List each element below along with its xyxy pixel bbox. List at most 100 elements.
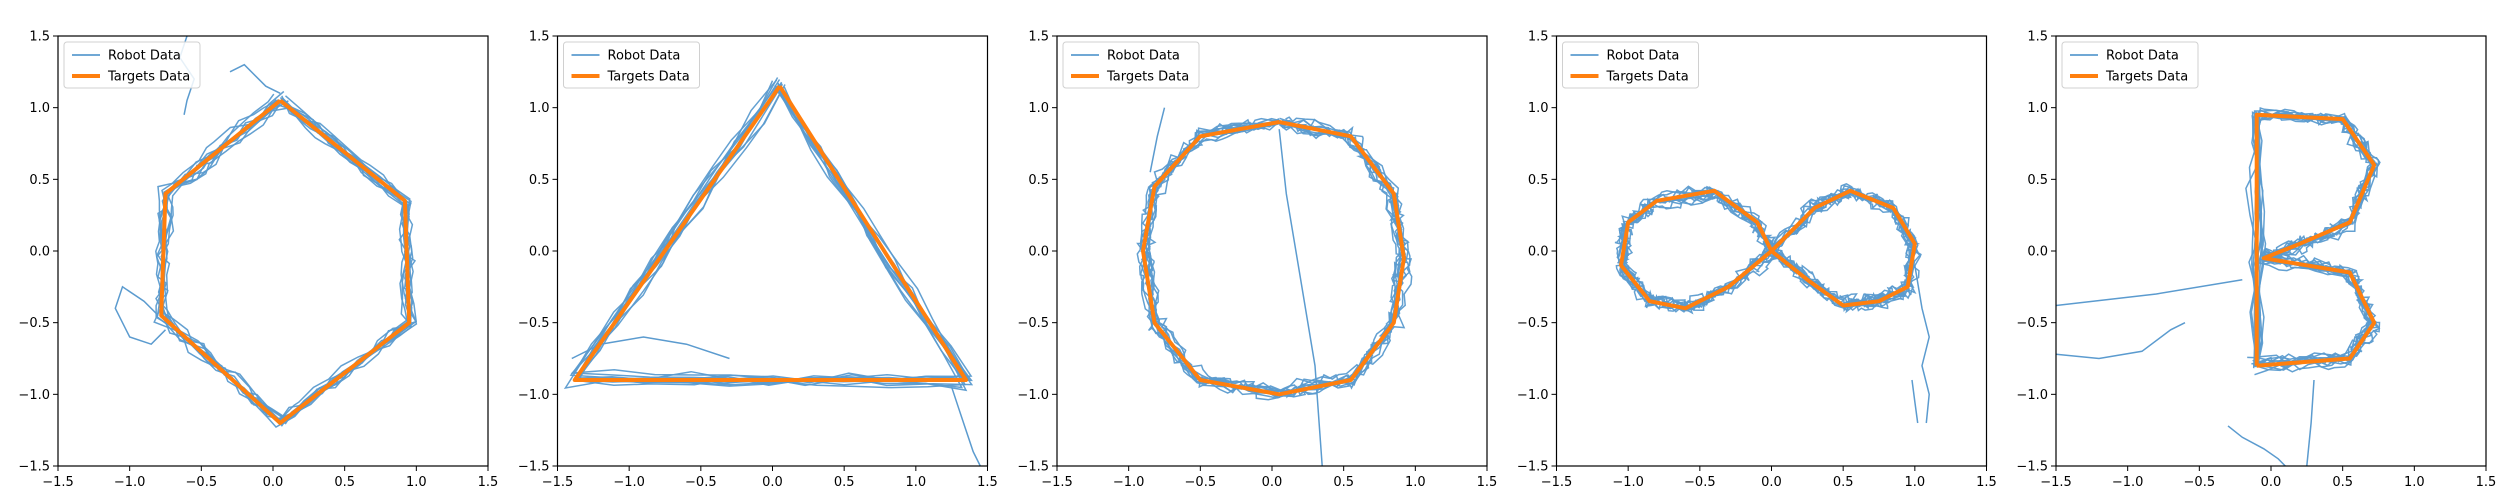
legend-robot-label: Robot Data (1107, 49, 1180, 64)
robot-trajectory (573, 84, 973, 383)
chart-panel-1: −1.5−1.5 −1.0 −1.0 −0.5 −0.5 0.0 0.0 0.5 0.5 1.0 1… (18, 30, 498, 491)
robot-trajectory (1618, 189, 1915, 313)
x-tick-label: 0.5 (1333, 475, 1354, 490)
legend-target-label: Targets Data (1606, 70, 1689, 85)
x-tick-label: −1.5 (1541, 475, 1573, 490)
legend-target-label: Targets Data (2105, 70, 2188, 85)
x-tick-label: −1.0 (2112, 475, 2144, 490)
robot-trajectory (574, 84, 974, 387)
robot-trajectory (155, 99, 411, 421)
robot-trajectory (1618, 190, 1917, 311)
robot-trajectory (2255, 108, 2377, 372)
robot-trajectory (576, 79, 971, 383)
robot-trajectory (155, 96, 414, 420)
y-tick-label: 0.5 (29, 173, 50, 188)
y-tick-label: 1.0 (2027, 101, 2048, 116)
y-tick-label: 0.0 (2027, 245, 2048, 260)
robot-trajectory (2252, 113, 2376, 367)
x-tick-label: −1.0 (613, 475, 645, 490)
robot-trajectory-stray (2056, 278, 2243, 307)
y-tick-label: −0.5 (518, 316, 550, 331)
x-tick-label: 1.0 (1405, 475, 1426, 490)
y-tick-label: −1.0 (18, 388, 50, 403)
x-tick-label: −0.5 (685, 475, 717, 490)
plot-area (114, 36, 418, 428)
robot-trajectory-stray (229, 63, 281, 94)
y-tick-label: 0.0 (1028, 245, 1049, 260)
robot-trajectory-stray (571, 336, 730, 360)
x-tick-label: 1.5 (1477, 475, 1498, 490)
y-tick-label: −1.0 (1517, 388, 1549, 403)
robot-trajectory (563, 84, 964, 390)
robot-trajectory (574, 81, 967, 389)
y-tick-label: −1.5 (1517, 460, 1549, 475)
y-tick-label: −1.5 (18, 460, 50, 475)
x-tick-label: 0.5 (834, 475, 855, 490)
y-tick-label: 0.0 (529, 245, 550, 260)
x-tick-label: 1.0 (2404, 475, 2425, 490)
robot-trajectory-stray (2056, 322, 2186, 360)
x-tick-label: 1.5 (478, 475, 499, 490)
legend-robot-label: Robot Data (608, 49, 681, 64)
robot-trajectory (163, 99, 418, 425)
x-tick-label: 1.5 (1976, 475, 1997, 490)
legend-target-label: Targets Data (107, 70, 190, 85)
y-tick-label: −0.5 (1017, 316, 1049, 331)
chart-panel-2: −1.5−1.5 −1.0 −1.0 −0.5 −0.5 0.0 0.0 0.5 0.5 1.0 1… (518, 30, 998, 491)
robot-trajectory (156, 93, 413, 421)
chart-panel-3: −1.5−1.5 −1.0 −1.0 −0.5 −0.5 0.0 0.0 0.5 0.5 1.0 1… (1017, 30, 1497, 491)
robot-trajectory-stray (2227, 425, 2286, 466)
y-tick-label: 0.5 (2027, 173, 2048, 188)
y-tick-label: 0.0 (1528, 245, 1549, 260)
legend: Robot Data Targets Data (1062, 41, 1200, 89)
x-tick-label: −0.5 (1185, 475, 1217, 490)
legend-robot-label: Robot Data (2106, 49, 2179, 64)
axes-frame (1056, 35, 1488, 467)
target-line (159, 98, 412, 425)
legend-robot-label: Robot Data (108, 49, 181, 64)
plot-area (1136, 107, 1413, 466)
robot-trajectory-stray (1914, 265, 1930, 424)
y-tick-label: 1.0 (29, 101, 50, 116)
x-tick-label: −0.5 (2184, 475, 2216, 490)
x-tick-label: 0.5 (2332, 475, 2353, 490)
target-line (1619, 188, 1917, 311)
x-tick-label: 0.5 (334, 475, 355, 490)
x-tick-label: −1.0 (1612, 475, 1644, 490)
robot-trajectory (153, 90, 412, 423)
y-tick-label: 0.5 (1528, 173, 1549, 188)
x-tick-label: 0.0 (2261, 475, 2282, 490)
robot-trajectory (577, 83, 966, 386)
x-tick-label: 0.5 (1833, 475, 1854, 490)
y-tick-label: 1.5 (1028, 30, 1049, 45)
robot-trajectory-stray (2306, 379, 2315, 466)
y-tick-label: −1.0 (518, 388, 550, 403)
y-tick-label: −0.5 (18, 316, 50, 331)
robot-trajectory-stray (1149, 107, 1166, 173)
y-tick-label: 1.0 (529, 101, 550, 116)
robot-trajectory (156, 98, 412, 427)
legend: Robot Data Targets Data (563, 41, 700, 89)
y-tick-label: 1.5 (29, 30, 50, 45)
robot-trajectory-stray (1278, 129, 1323, 466)
chart-panel-5: −1.5−1.5 −1.0 −1.0 −0.5 −0.5 0.0 0.0 0.5 0.5 1.0 1… (2016, 30, 2496, 491)
y-tick-label: −0.5 (2016, 316, 2048, 331)
target-line (572, 85, 968, 382)
y-tick-label: 1.0 (1028, 101, 1049, 116)
y-tick-label: 1.0 (1528, 101, 1549, 116)
robot-trajectory (155, 95, 413, 421)
robot-trajectory (157, 100, 418, 418)
y-tick-label: 1.5 (1528, 30, 1549, 45)
legend-target-label: Targets Data (607, 70, 690, 85)
x-tick-label: −1.5 (2040, 475, 2072, 490)
legend: Robot Data Targets Data (1562, 41, 1699, 89)
x-tick-label: 0.0 (762, 475, 783, 490)
y-tick-label: −1.5 (2016, 460, 2048, 475)
robot-trajectory-stray (114, 285, 167, 346)
x-tick-label: 0.0 (1262, 475, 1283, 490)
legend-robot-label: Robot Data (1607, 49, 1680, 64)
robot-trajectory (159, 101, 414, 420)
target-line (2254, 112, 2377, 368)
x-tick-label: −1.5 (1041, 475, 1073, 490)
plot-area (1614, 182, 1930, 424)
